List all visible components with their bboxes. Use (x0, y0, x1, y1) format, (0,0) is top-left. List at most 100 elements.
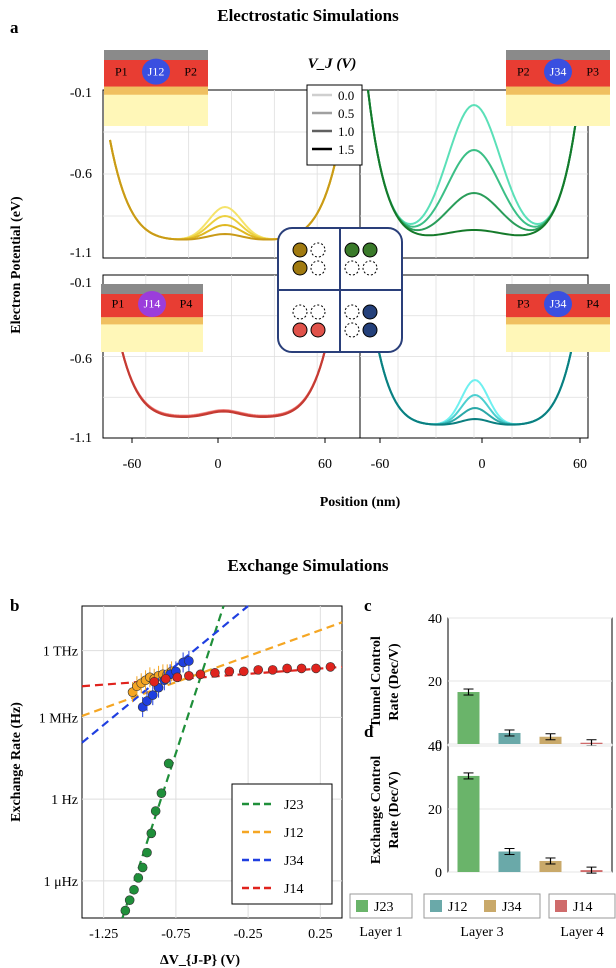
qubit-dot (344, 322, 360, 338)
inset-gate (142, 58, 170, 85)
curve-J34-bottom-3 (369, 299, 581, 426)
inset-label: P4 (180, 297, 193, 311)
bar-J23 (457, 692, 480, 744)
fit-line-J12 (81, 621, 343, 717)
y-axis-label: Exchange Control (369, 756, 384, 864)
legend-swatch (356, 900, 368, 912)
data-point-J14 (267, 665, 278, 675)
y-tick-label: -0.1 (70, 276, 92, 291)
inset-gate (544, 291, 572, 317)
qubit-dot (292, 304, 308, 320)
bottom-legend: J23 J12 J34 J14 Layer 1 Layer 3 Layer 4 (349, 893, 616, 940)
data-point-J14 (184, 671, 194, 681)
inset-top-left: P1 J12 P2 (104, 50, 208, 126)
y-tick-label: -0.6 (70, 167, 92, 182)
vj-legend: V_J (V) 0.0 0.5 1.0 1.5 (306, 56, 363, 166)
data-point-J23 (120, 905, 131, 916)
y-tick-label: -0.6 (70, 352, 92, 367)
x-axis-label: Position (nm) (320, 495, 401, 510)
data-point-J14 (149, 676, 160, 687)
inset-label: J14 (144, 297, 161, 311)
inset-top (506, 50, 610, 60)
panel-b-frame (81, 605, 343, 919)
vj-legend-label: 1.0 (338, 124, 354, 139)
bar-J34 (539, 860, 562, 872)
y-tick-label: 20 (428, 675, 442, 690)
inset-gate (544, 58, 572, 85)
y-axis-label: Rate (Dec/V) (387, 771, 402, 849)
data-point-J23 (163, 758, 174, 769)
bar-J34 (539, 736, 562, 744)
data-point-J14 (172, 672, 183, 683)
data-point-J14 (253, 665, 264, 675)
inset-layer (101, 317, 203, 325)
legend-label: J34 (284, 854, 303, 869)
y-tick-label: -0.1 (70, 86, 92, 101)
inset-top (101, 284, 203, 294)
bar-J12 (498, 732, 521, 744)
x-tick-label: -60 (123, 457, 142, 472)
vj-legend-box (306, 84, 363, 166)
qubit-dot (310, 242, 326, 258)
x-tick-label: 60 (573, 457, 587, 472)
inset-layer (104, 86, 208, 95)
inset-label: P3 (517, 297, 530, 311)
vj-legend-label: 0.0 (338, 88, 354, 103)
data-point-J23 (150, 806, 161, 816)
legend-label: J23 (284, 798, 303, 813)
legend-label: J14 (573, 900, 592, 915)
x-tick-label: 0 (215, 457, 222, 472)
x-tick-label: 60 (318, 457, 332, 472)
data-point-J23 (146, 828, 157, 839)
data-point-J14 (195, 669, 206, 680)
qubit-dot (292, 260, 308, 276)
data-point-J14 (224, 666, 235, 677)
qubit-dot (310, 260, 326, 276)
data-point-J23 (129, 884, 139, 895)
legend-label: J34 (502, 900, 521, 915)
data-point-J14 (311, 663, 321, 674)
panel-d: 0 20 40 Exchange Control Rate (Dec/V) (369, 740, 613, 881)
legend-box (548, 893, 616, 919)
inset-bottom-left: P1 J14 P4 (101, 284, 203, 352)
qubit-dot (362, 260, 378, 276)
x-tick-label: 0.25 (308, 927, 333, 942)
data-point-J14 (160, 673, 171, 684)
y-tick-label: 0 (435, 866, 442, 881)
legend-box (231, 783, 333, 905)
layer-label: Layer 1 (359, 925, 402, 940)
x-tick-label: -0.25 (234, 927, 263, 942)
y-axis-label: Rate (Dec/V) (387, 643, 402, 721)
inset-top (104, 50, 208, 60)
inset-label: P4 (586, 297, 599, 311)
qubit-dot (362, 322, 378, 338)
y-tick-label: 1 Hz (51, 793, 78, 808)
x-tick-label: -0.75 (161, 927, 190, 942)
inset-label: P2 (517, 65, 530, 79)
bar-J12 (498, 851, 521, 872)
data-point-J34 (147, 690, 158, 700)
panel-c: 0 20 40 Tunnel Control Rate (Dec/V) (369, 612, 613, 753)
data-point-J34 (142, 696, 152, 706)
curve-J14-3 (111, 299, 336, 419)
qubit-dot (292, 242, 308, 258)
section-a-title: Electrostatic Simulations (217, 6, 399, 25)
vj-legend-label: 0.5 (338, 106, 354, 121)
inset-label: P2 (184, 65, 197, 79)
qubit-dot (362, 242, 378, 258)
inset-label: J34 (550, 65, 567, 79)
legend-label: J12 (448, 900, 467, 915)
y-axis-label: Exchange Rate (Hz) (9, 702, 24, 822)
qubit-dot (344, 304, 360, 320)
inset-label: P3 (586, 65, 599, 79)
section-b-title: Exchange Simulations (227, 556, 389, 575)
qubit-dot (310, 304, 326, 320)
y-tick-label: 40 (428, 740, 442, 755)
panel-letter-a: a (10, 18, 19, 37)
layer-label: Layer 3 (460, 925, 503, 940)
inset-bottom-right: P3 J34 P4 (506, 284, 610, 352)
y-tick-label: 0 (435, 738, 442, 753)
qubit-dot (310, 322, 326, 338)
inset-label: J12 (148, 65, 165, 79)
y-axis-label: Tunnel Control (369, 636, 384, 728)
